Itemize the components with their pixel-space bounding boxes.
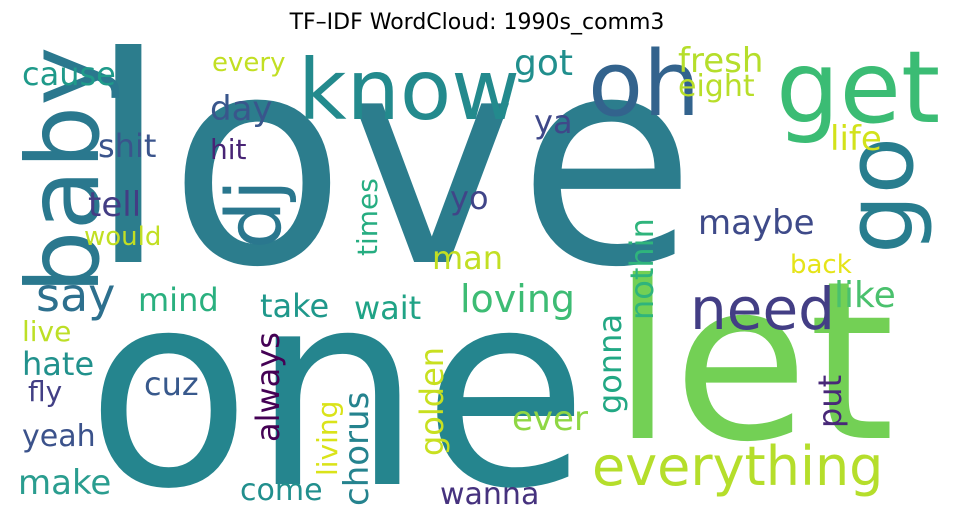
word-maybe: maybe: [698, 203, 815, 243]
word-would: would: [84, 222, 162, 252]
word-wait: wait: [354, 289, 422, 327]
word-cuz: cuz: [144, 365, 199, 403]
word-eight: eight: [678, 69, 755, 104]
word-loving: loving: [460, 277, 576, 321]
word-yo: yo: [450, 179, 489, 217]
word-everything: everything: [592, 435, 884, 498]
word-golden: golden: [413, 346, 451, 456]
word-come: come: [240, 473, 323, 508]
word-mind: mind: [138, 281, 219, 319]
word-get: get: [776, 44, 940, 146]
word-gonna: gonna: [591, 313, 629, 414]
chart-title: TF–IDF WordCloud: 1990s_comm3: [289, 10, 665, 35]
word-nothin: nothin: [623, 218, 661, 320]
word-like: like: [834, 275, 896, 316]
word-say: say: [36, 268, 116, 322]
word-love: love: [88, 44, 697, 331]
word-wanna: wanna: [440, 477, 540, 512]
word-live: live: [22, 315, 72, 348]
word-dj: dj: [209, 179, 298, 249]
word-make: make: [18, 463, 112, 503]
word-cause: cause: [22, 55, 116, 93]
word-ya: ya: [534, 103, 573, 141]
word-need: need: [690, 275, 835, 343]
word-life: life: [830, 119, 882, 159]
word-always: always: [249, 332, 287, 442]
word-tell: tell: [88, 185, 142, 225]
word-chorus: chorus: [337, 391, 377, 506]
word-fly: fly: [28, 375, 63, 408]
word-fresh: fresh: [678, 44, 764, 81]
word-hate: hate: [22, 345, 95, 383]
word-put: put: [811, 374, 849, 428]
word-got: got: [514, 44, 573, 84]
word-shit: shit: [98, 127, 157, 165]
word-take: take: [260, 287, 330, 325]
word-yeah: yeah: [22, 419, 96, 454]
word-every: every: [212, 48, 286, 78]
word-hit: hit: [210, 133, 247, 166]
word-day: day: [210, 89, 273, 129]
word-back: back: [790, 250, 852, 280]
word-know: know: [298, 44, 520, 139]
word-let: let: [612, 234, 895, 490]
word-man: man: [432, 239, 504, 277]
word-one: one: [86, 233, 589, 515]
word-ever: ever: [512, 399, 588, 439]
word-cloud: love one let know get oh baby dj go ever…: [14, 44, 940, 514]
word-oh: oh: [588, 44, 701, 137]
word-living: living: [311, 400, 344, 476]
word-times: times: [351, 178, 384, 256]
